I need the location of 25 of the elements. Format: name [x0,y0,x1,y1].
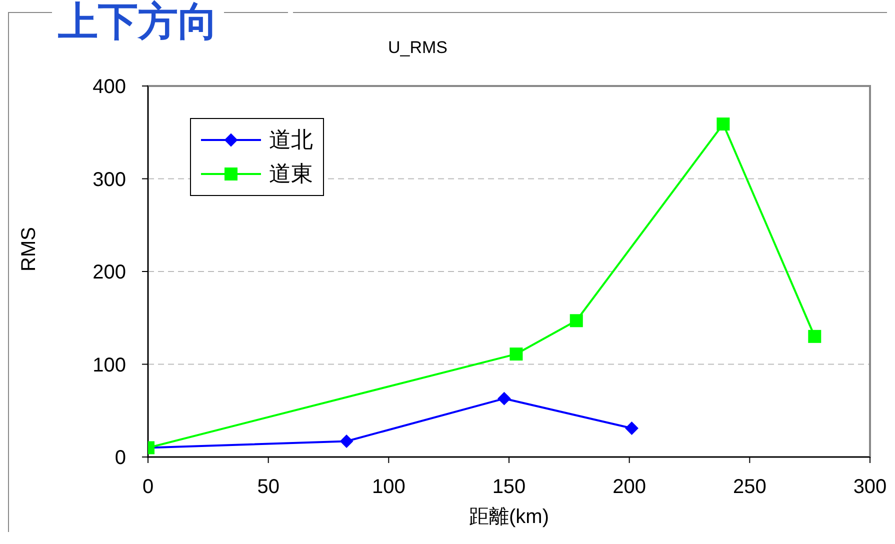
point [570,314,583,328]
x-tick-label: 50 [257,476,280,498]
point [625,422,638,435]
chart-title: 上下方向 [52,0,224,49]
y-tick-label: 400 [92,76,126,98]
point [510,348,523,361]
point [498,392,511,406]
x-tick-label: 100 [372,476,406,498]
y-tick-label: 200 [92,262,126,284]
legend-label: 道東 [269,160,313,188]
x-axis-title: 距離(km) [469,506,549,528]
chart-subtitle: U_RMS [388,38,448,58]
y-tick-label: 0 [114,447,126,470]
y-axis-title: RMS [18,227,40,272]
y-tick-label: 100 [92,354,126,376]
x-tick-label: 300 [853,476,887,498]
y-tick-label: 300 [92,168,126,191]
x-tick-label: 250 [732,476,766,498]
point [340,434,354,448]
point [808,330,822,343]
x-tick-label: 150 [492,476,526,498]
legend-label: 道北 [269,126,313,154]
x-tick-label: 200 [612,476,646,498]
point [716,118,730,131]
x-tick-label: 0 [142,476,154,498]
